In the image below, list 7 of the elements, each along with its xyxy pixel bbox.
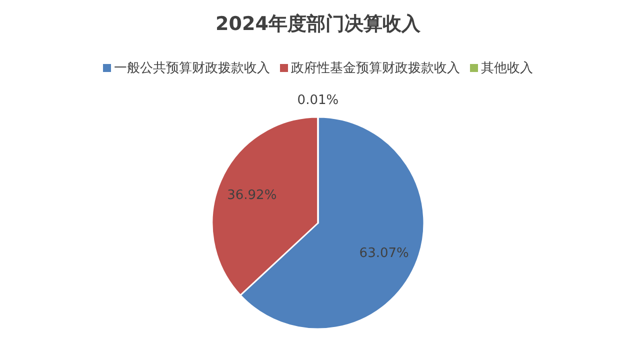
chart-title: 2024年度部门决算收入 (216, 13, 422, 35)
data-label: 0.01% (297, 93, 339, 108)
legend-label: 政府性基金预算财政拨款收入 (291, 60, 460, 76)
legend-label: 一般公共预算财政拨款收入 (114, 61, 270, 76)
legend-label: 其他收入 (481, 61, 533, 76)
data-label: 63.07% (359, 246, 409, 261)
data-label: 36.92% (227, 188, 277, 204)
